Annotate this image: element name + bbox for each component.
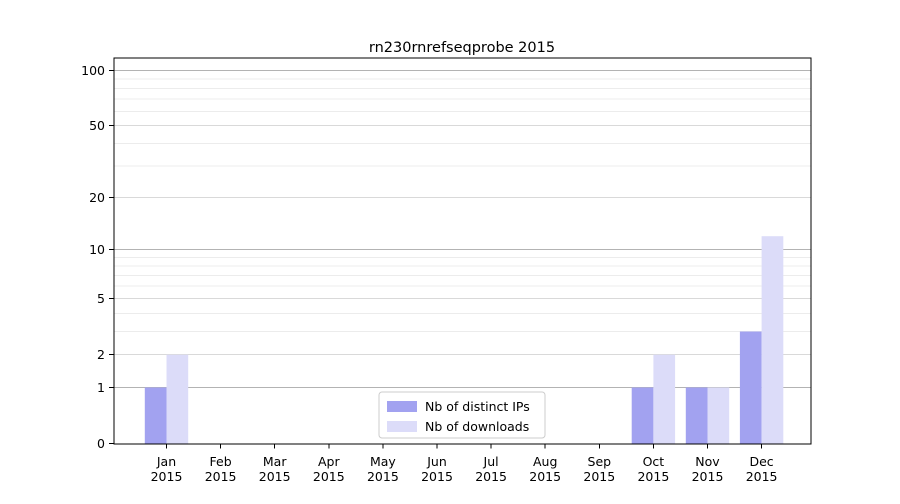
y-tick-label-5: 5 (97, 291, 105, 306)
x-tick-label-month-jul: Jul (483, 454, 499, 469)
legend-swatch-distinct-ips (387, 401, 417, 412)
x-tick-label-year-feb: 2015 (205, 469, 237, 484)
x-tick-label-month-may: May (370, 454, 396, 469)
bar-nov-distinct-ips (685, 387, 708, 444)
y-tick-label-0: 0 (97, 436, 105, 451)
gridlines (114, 70, 811, 388)
x-tick-label-year-aug: 2015 (529, 469, 561, 484)
bar-jan-distinct-ips (144, 387, 167, 444)
x-tick-label-year-dec: 2015 (746, 469, 778, 484)
bar-dec-downloads (761, 236, 784, 444)
x-tick-label-year-jul: 2015 (475, 469, 507, 484)
y-tick-label-20: 20 (89, 190, 105, 205)
x-tick-label-year-jun: 2015 (421, 469, 453, 484)
x-tick-label-month-oct: Oct (643, 454, 665, 469)
bar-oct-distinct-ips (631, 387, 654, 444)
x-tick-label-year-sep: 2015 (583, 469, 615, 484)
x-tick-label-month-nov: Nov (695, 454, 720, 469)
x-tick-label-month-aug: Aug (533, 454, 557, 469)
x-tick-label-month-jun: Jun (426, 454, 447, 469)
bars (144, 236, 784, 444)
x-tick-label-month-dec: Dec (749, 454, 773, 469)
plot-border (113, 57, 812, 445)
legend-swatch-downloads (387, 421, 417, 432)
x-tick-label-year-mar: 2015 (259, 469, 291, 484)
x-tick-label-year-nov: 2015 (692, 469, 724, 484)
bar-dec-distinct-ips (739, 331, 762, 444)
legend-label-downloads: Nb of downloads (425, 419, 529, 434)
bar-oct-downloads (653, 354, 676, 444)
axes: 0125102050100Jan2015Feb2015Mar2015Apr201… (81, 63, 777, 484)
legend: Nb of distinct IPs Nb of downloads (378, 391, 546, 439)
x-tick-label-month-apr: Apr (318, 454, 340, 469)
x-tick-label-month-mar: Mar (263, 454, 287, 469)
x-tick-label-month-jan: Jan (156, 454, 176, 469)
x-tick-label-year-may: 2015 (367, 469, 399, 484)
bar-jan-downloads (166, 354, 189, 444)
y-tick-label-1: 1 (97, 380, 105, 395)
y-tick-label-100: 100 (81, 63, 105, 78)
x-tick-label-year-oct: 2015 (637, 469, 669, 484)
bar-nov-downloads (707, 387, 730, 444)
x-tick-label-year-jan: 2015 (151, 469, 183, 484)
legend-frame (378, 391, 546, 439)
x-tick-label-month-feb: Feb (210, 454, 232, 469)
x-tick-label-month-sep: Sep (588, 454, 612, 469)
legend-label-distinct-ips: Nb of distinct IPs (425, 399, 530, 414)
x-tick-label-year-apr: 2015 (313, 469, 345, 484)
y-tick-label-2: 2 (97, 347, 105, 362)
chart-title: rn230rnrefseqprobe 2015 (369, 40, 555, 56)
y-tick-label-50: 50 (89, 118, 105, 133)
y-tick-label-10: 10 (89, 242, 105, 257)
